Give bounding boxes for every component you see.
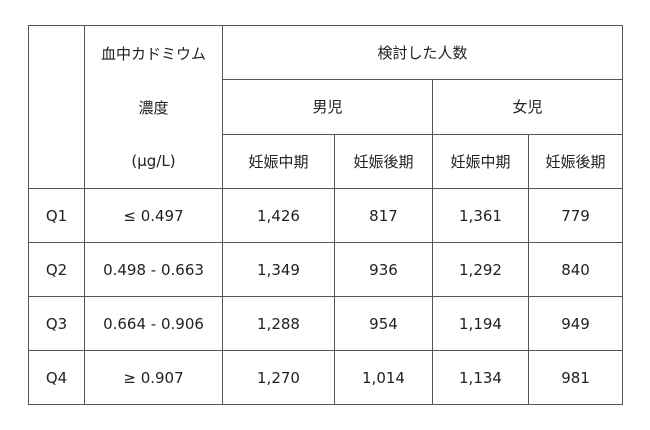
period-header: 妊娠後期 [527, 133, 624, 190]
count-cell: 1,270 [222, 350, 335, 405]
table-body: 血中カドミウム 濃度 (μg/L) 検討した人数 男児 女児 妊娠中期 妊娠後期… [28, 24, 624, 405]
header-line: 濃度 [138, 98, 169, 117]
count-cell: 1,292 [432, 242, 529, 297]
count-cell: 779 [527, 188, 624, 243]
quartile-cell: Q2 [28, 242, 85, 297]
count-header: 検討した人数 [221, 24, 624, 81]
data-row: Q2 0.498 - 0.663 1,349 936 1,292 840 [28, 242, 624, 297]
data-table: 血中カドミウム 濃度 (μg/L) 検討した人数 男児 女児 妊娠中期 妊娠後期… [28, 24, 624, 405]
header-row: 血中カドミウム 濃度 (μg/L) 検討した人数 [28, 24, 624, 189]
count-cell: 1,194 [432, 296, 529, 351]
range-cell: ≥ 0.907 [84, 350, 223, 405]
header-line: (μg/L) [131, 152, 176, 170]
count-cell: 954 [334, 296, 433, 351]
count-cell: 1,014 [334, 350, 433, 405]
count-cell: 936 [334, 242, 433, 297]
count-cell: 1,426 [222, 188, 335, 243]
group-header: 女児 [431, 79, 624, 135]
count-cell: 840 [527, 242, 624, 297]
count-cell: 1,288 [222, 296, 335, 351]
concentration-header: 血中カドミウム 濃度 (μg/L) [84, 25, 223, 189]
range-cell: 0.664 - 0.906 [84, 296, 223, 351]
data-row: Q3 0.664 - 0.906 1,288 954 1,194 949 [28, 296, 624, 351]
period-header: 妊娠中期 [222, 133, 335, 190]
group-header: 男児 [222, 79, 433, 135]
data-row: Q1 ≤ 0.497 1,426 817 1,361 779 [28, 188, 624, 243]
header-row: 男児 女児 [29, 79, 624, 135]
count-cell: 1,349 [222, 242, 335, 297]
count-cell: 1,361 [432, 188, 529, 243]
data-row: Q4 ≥ 0.907 1,270 1,014 1,134 981 [28, 350, 624, 405]
corner-cell [28, 25, 85, 189]
period-header: 妊娠中期 [432, 133, 529, 190]
header-line: 血中カドミウム [100, 44, 206, 63]
period-header: 妊娠後期 [334, 133, 433, 190]
count-cell: 817 [334, 188, 433, 243]
count-cell: 981 [527, 350, 624, 405]
quartile-cell: Q1 [28, 188, 85, 243]
range-cell: ≤ 0.497 [84, 188, 223, 243]
header-row: 妊娠中期 妊娠後期 妊娠中期 妊娠後期 [29, 133, 624, 190]
quartile-cell: Q3 [28, 296, 85, 351]
quartile-cell: Q4 [28, 350, 85, 405]
count-cell: 949 [527, 296, 624, 351]
count-cell: 1,134 [432, 350, 529, 405]
range-cell: 0.498 - 0.663 [84, 242, 223, 297]
